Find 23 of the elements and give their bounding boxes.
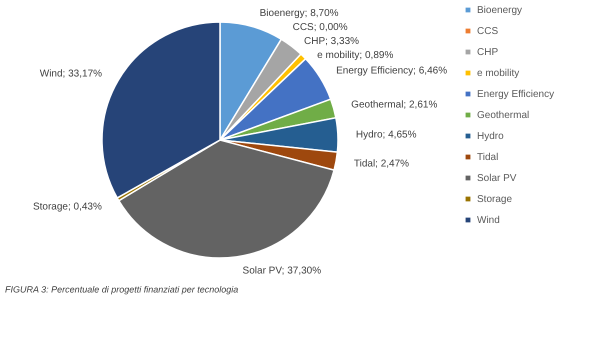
data-label: Geothermal; 2,61% <box>351 100 438 111</box>
data-label: Tidal; 2,47% <box>354 158 410 170</box>
data-label: CHP; 3,33% <box>304 36 360 48</box>
data-label: Wind; 33,17% <box>40 68 102 80</box>
legend-label: Wind <box>477 215 500 226</box>
data-label: Energy Efficiency; 6,46% <box>336 65 448 76</box>
data-label: Storage; 0,43% <box>32 201 102 212</box>
legend-label: Geothermal <box>477 110 530 121</box>
legend-label: Solar PV <box>477 173 517 184</box>
legend-label: Storage <box>477 194 512 205</box>
legend-label: Hydro <box>477 131 504 142</box>
data-label: Hydro; 4,65% <box>356 129 417 140</box>
text: CCS; 0,00% <box>292 22 348 34</box>
data-label: Bioenergy; 8,70% <box>260 8 339 19</box>
legend-label: e mobility <box>477 68 520 79</box>
data-label: Solar PV; 37,30% <box>242 266 322 277</box>
text: FIGURA 3: Percentuale di progetti finanziati per tecnologia <box>5 284 238 295</box>
legend-label: Bioenergy <box>477 5 522 16</box>
legend-label: Tidal <box>477 152 498 163</box>
legend-label: CHP <box>477 47 498 58</box>
data-label: e mobility; 0,89% <box>317 50 394 62</box>
legend-label: Energy Efficiency <box>477 89 554 100</box>
legend-label: CCS <box>477 26 498 37</box>
